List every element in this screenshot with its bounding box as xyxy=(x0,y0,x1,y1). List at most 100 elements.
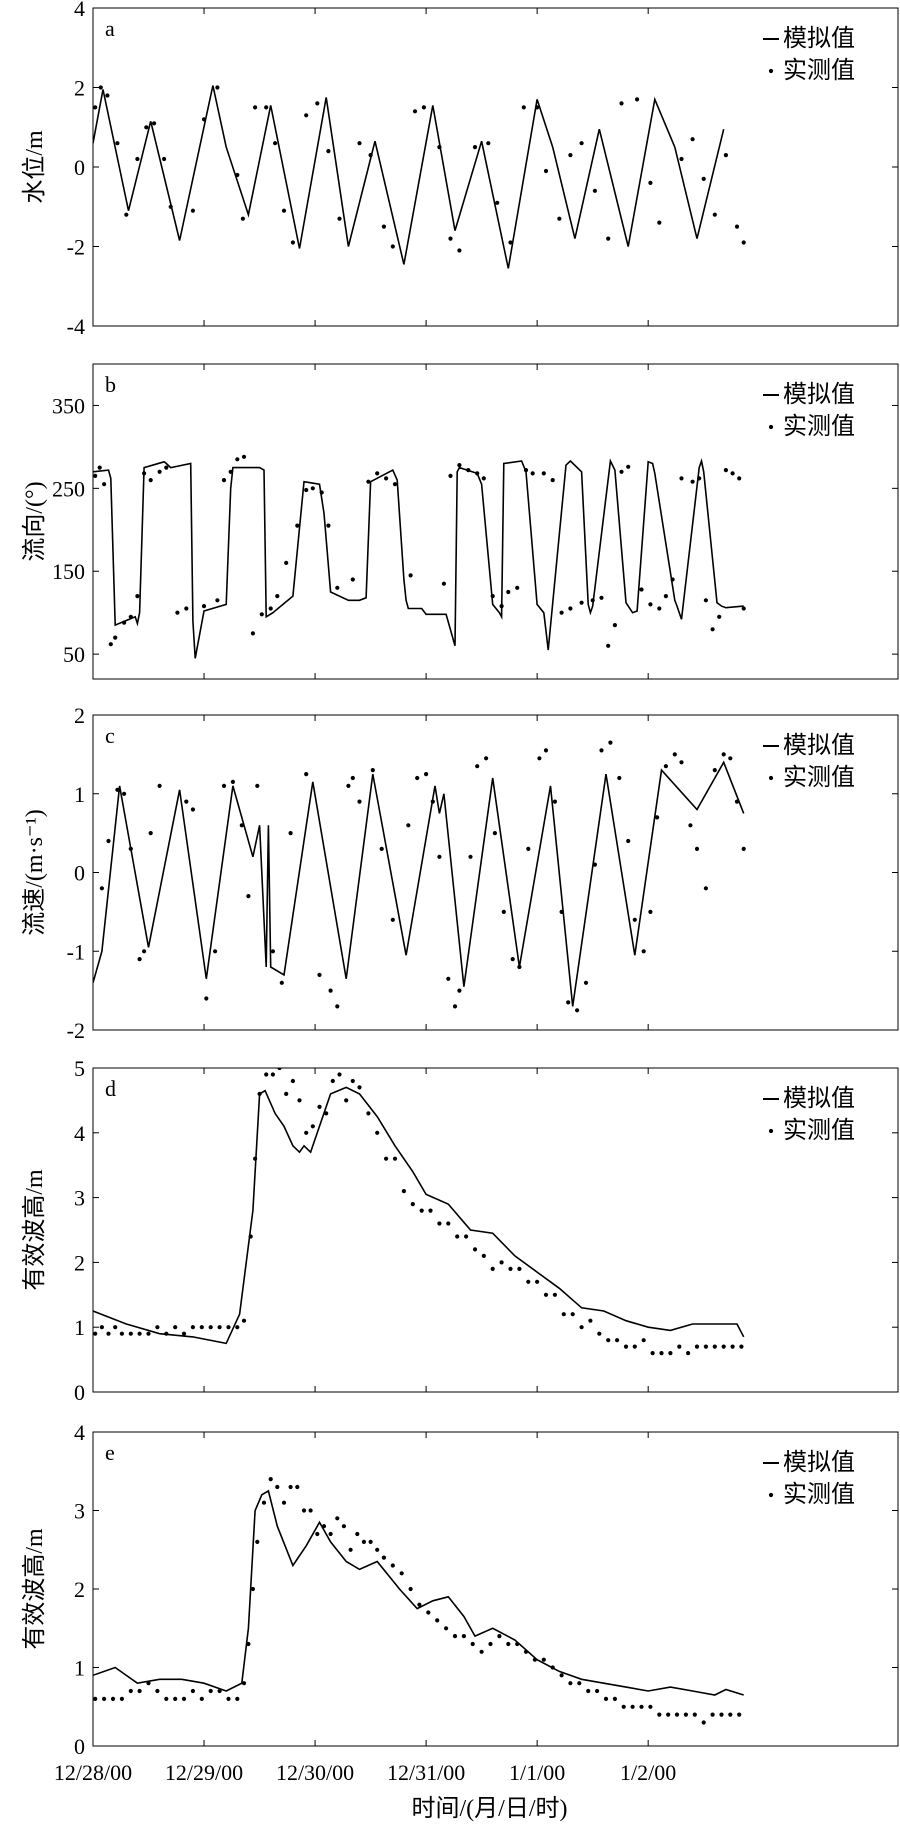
data-point xyxy=(739,1344,744,1349)
data-point xyxy=(568,153,573,158)
data-point xyxy=(717,614,722,619)
legend-label-obs: 实测值 xyxy=(783,764,855,791)
data-point xyxy=(384,1156,389,1161)
legend-label-sim: 模拟值 xyxy=(783,381,855,408)
data-point xyxy=(703,886,709,891)
data-point xyxy=(697,476,702,481)
plot-frame xyxy=(92,714,899,1031)
data-point xyxy=(734,224,740,229)
data-point xyxy=(279,980,284,985)
data-point xyxy=(190,807,195,812)
data-point xyxy=(712,768,717,773)
data-point xyxy=(501,909,506,915)
series-points-obs xyxy=(93,1477,742,1725)
data-point xyxy=(355,1531,360,1537)
data-point xyxy=(190,1688,195,1694)
data-point xyxy=(146,1681,151,1686)
data-point xyxy=(235,1325,240,1330)
data-point xyxy=(452,1634,458,1639)
legend-point-swatch xyxy=(768,424,774,430)
data-point xyxy=(486,141,491,146)
y-tick-label: -4 xyxy=(67,314,85,339)
data-point xyxy=(304,487,309,493)
data-point xyxy=(368,153,373,158)
x-tick-label: 1/2/00 xyxy=(620,1760,676,1785)
plot-frame xyxy=(92,1431,899,1747)
data-point xyxy=(204,996,209,1001)
data-point xyxy=(235,1696,240,1701)
data-point xyxy=(441,581,446,586)
data-point xyxy=(290,240,295,245)
data-point xyxy=(621,1704,626,1709)
data-point xyxy=(690,479,695,484)
y-tick-label: -2 xyxy=(67,1018,85,1043)
data-point xyxy=(570,1312,575,1317)
data-point xyxy=(381,1555,386,1560)
data-point xyxy=(470,1641,475,1647)
data-point xyxy=(128,1688,133,1694)
data-point xyxy=(275,1484,280,1490)
y-tick-label: 5 xyxy=(74,1056,85,1081)
data-point xyxy=(379,846,384,852)
data-point xyxy=(701,176,706,181)
data-point xyxy=(421,105,426,110)
data-point xyxy=(328,1531,333,1537)
data-point xyxy=(690,137,695,142)
data-point xyxy=(164,1331,169,1336)
data-point xyxy=(408,573,413,578)
data-point xyxy=(464,1234,469,1239)
data-point xyxy=(255,783,260,789)
data-point xyxy=(568,1681,573,1686)
data-point xyxy=(677,1344,682,1349)
legend-label-obs: 实测值 xyxy=(783,1481,855,1508)
data-point xyxy=(113,635,118,640)
data-point xyxy=(694,1344,700,1349)
data-point xyxy=(301,1508,307,1513)
data-point xyxy=(424,772,429,777)
data-point xyxy=(215,85,220,90)
data-point xyxy=(597,1331,602,1336)
data-point xyxy=(728,756,733,761)
data-point xyxy=(370,768,375,773)
data-point xyxy=(199,1696,204,1701)
y-tick-label: 0 xyxy=(74,1734,85,1759)
y-axis-label: 流速/(m·s⁻¹) xyxy=(21,809,48,936)
data-point xyxy=(426,1610,431,1615)
y-tick-label: 350 xyxy=(52,393,85,418)
series-points-obs xyxy=(93,85,746,253)
legend-label-obs: 实测值 xyxy=(783,413,855,440)
data-point xyxy=(173,1325,178,1330)
data-point xyxy=(630,1704,635,1709)
y-tick-label: 4 xyxy=(74,1121,85,1146)
data-point xyxy=(162,156,167,162)
data-point xyxy=(506,1641,511,1647)
data-point xyxy=(221,478,227,483)
data-point xyxy=(392,482,398,487)
data-point xyxy=(475,764,480,769)
data-point xyxy=(226,1696,231,1701)
data-point xyxy=(517,964,522,970)
data-point xyxy=(575,1008,580,1013)
data-point xyxy=(741,606,746,611)
panel-label: c xyxy=(105,723,115,748)
data-point xyxy=(330,1078,335,1084)
data-point xyxy=(448,473,453,478)
data-point xyxy=(437,854,442,859)
data-point xyxy=(406,823,411,828)
data-point xyxy=(175,610,180,615)
panel-label: d xyxy=(105,1076,116,1101)
data-point xyxy=(490,594,495,599)
data-point xyxy=(230,779,235,785)
data-point xyxy=(310,1124,315,1129)
data-point xyxy=(246,894,251,899)
data-point xyxy=(173,1696,178,1701)
data-point xyxy=(304,772,309,777)
data-point xyxy=(417,1602,422,1607)
data-point xyxy=(357,141,362,146)
data-point xyxy=(592,862,598,867)
data-point xyxy=(595,1688,600,1694)
